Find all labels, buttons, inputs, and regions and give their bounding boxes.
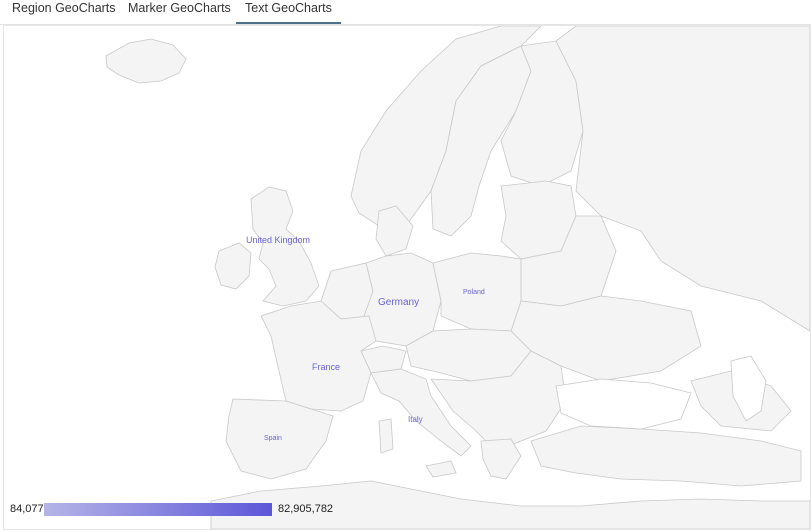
legend-gradient-bar bbox=[44, 503, 272, 516]
label-italy: Italy bbox=[408, 415, 423, 424]
legend-min-label: 84,077 bbox=[10, 503, 44, 515]
france-shape[interactable] bbox=[260, 300, 377, 412]
black-sea bbox=[555, 378, 692, 430]
denmark-shape[interactable] bbox=[375, 205, 414, 257]
turkey-shape[interactable] bbox=[530, 425, 802, 487]
tab-text-geocharts[interactable]: Text GeoCharts bbox=[236, 0, 341, 24]
italy-shape[interactable] bbox=[370, 368, 472, 457]
balkans-shape[interactable] bbox=[430, 350, 567, 452]
europe-map[interactable]: United Kingdom Germany France Poland Ita… bbox=[4, 26, 810, 529]
label-spain: Spain bbox=[264, 435, 282, 442]
caspian-sea bbox=[730, 355, 767, 422]
tab-region-geocharts[interactable]: Region GeoCharts bbox=[12, 1, 116, 15]
united-kingdom-shape[interactable] bbox=[250, 186, 320, 307]
label-united-kingdom: United Kingdom bbox=[246, 235, 310, 245]
iceland-shape[interactable] bbox=[105, 38, 187, 84]
north-africa-shape[interactable] bbox=[210, 480, 810, 529]
geochart-container: United Kingdom Germany France Poland Ita… bbox=[3, 25, 811, 530]
greece-shape[interactable] bbox=[480, 438, 522, 480]
central-europe-shape[interactable] bbox=[405, 328, 532, 382]
sicily-shape[interactable] bbox=[425, 460, 457, 478]
label-germany: Germany bbox=[378, 297, 419, 308]
sardinia-shape[interactable] bbox=[378, 418, 394, 454]
russia-shape[interactable] bbox=[555, 26, 810, 332]
tab-bar: Region GeoCharts Marker GeoCharts Text G… bbox=[0, 0, 811, 25]
label-poland: Poland bbox=[463, 289, 485, 296]
iberia-shape[interactable] bbox=[225, 398, 334, 480]
tab-marker-geocharts[interactable]: Marker GeoCharts bbox=[128, 1, 231, 15]
ireland-shape[interactable] bbox=[214, 242, 252, 290]
label-france: France bbox=[312, 362, 340, 372]
legend-max-label: 82,905,782 bbox=[278, 503, 334, 515]
poland-shape[interactable] bbox=[432, 252, 522, 332]
